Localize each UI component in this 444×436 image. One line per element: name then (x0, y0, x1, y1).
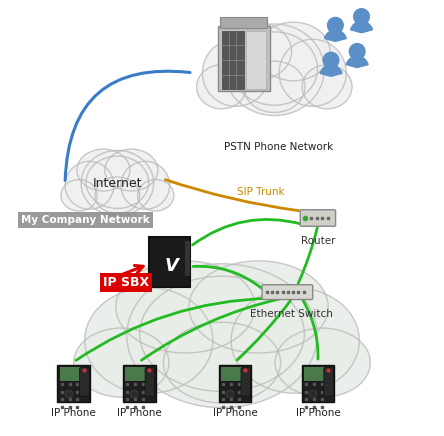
Ellipse shape (224, 24, 324, 116)
Ellipse shape (139, 276, 305, 392)
Wedge shape (325, 30, 346, 41)
Wedge shape (351, 21, 373, 33)
Ellipse shape (349, 44, 365, 59)
Text: Router: Router (301, 236, 335, 246)
FancyBboxPatch shape (220, 17, 267, 28)
Ellipse shape (244, 61, 305, 112)
Ellipse shape (302, 65, 352, 109)
Ellipse shape (86, 156, 149, 208)
Text: IP SBX: IP SBX (103, 276, 149, 289)
FancyBboxPatch shape (125, 367, 146, 382)
FancyBboxPatch shape (145, 368, 155, 396)
Ellipse shape (85, 288, 213, 393)
FancyBboxPatch shape (149, 236, 190, 287)
Ellipse shape (138, 180, 174, 211)
FancyBboxPatch shape (222, 31, 244, 89)
Text: Ethernet Switch: Ethernet Switch (250, 309, 333, 319)
FancyBboxPatch shape (262, 285, 313, 300)
Wedge shape (346, 56, 368, 68)
FancyBboxPatch shape (221, 367, 242, 382)
Text: IP Phone: IP Phone (296, 408, 340, 418)
Ellipse shape (61, 180, 97, 211)
Text: Internet: Internet (93, 177, 142, 190)
Ellipse shape (309, 390, 317, 398)
Text: PSTN Phone Network: PSTN Phone Network (224, 142, 333, 152)
FancyBboxPatch shape (219, 365, 251, 402)
Text: V: V (165, 257, 179, 275)
FancyBboxPatch shape (246, 31, 266, 89)
Text: IP Phone: IP Phone (213, 408, 258, 418)
Text: SIP Trunk: SIP Trunk (237, 187, 285, 197)
Ellipse shape (81, 150, 154, 216)
Ellipse shape (275, 328, 370, 397)
Ellipse shape (77, 149, 130, 191)
FancyBboxPatch shape (218, 26, 270, 91)
Ellipse shape (328, 17, 343, 33)
Ellipse shape (116, 261, 255, 353)
Ellipse shape (226, 390, 234, 398)
Text: My Company Network: My Company Network (21, 215, 150, 225)
Ellipse shape (219, 22, 292, 81)
Ellipse shape (127, 264, 317, 408)
Ellipse shape (74, 328, 169, 397)
Ellipse shape (202, 39, 270, 106)
FancyBboxPatch shape (301, 365, 334, 402)
Ellipse shape (121, 161, 170, 209)
Ellipse shape (95, 177, 140, 214)
FancyBboxPatch shape (185, 241, 190, 276)
FancyBboxPatch shape (324, 368, 333, 396)
Ellipse shape (197, 65, 246, 109)
Ellipse shape (65, 390, 73, 398)
Ellipse shape (163, 322, 281, 403)
Ellipse shape (231, 288, 359, 393)
FancyBboxPatch shape (241, 368, 250, 396)
FancyBboxPatch shape (304, 367, 325, 382)
FancyBboxPatch shape (79, 368, 89, 396)
Ellipse shape (257, 22, 330, 81)
Wedge shape (320, 65, 342, 76)
Ellipse shape (105, 149, 158, 191)
Text: IP Phone: IP Phone (117, 408, 162, 418)
Ellipse shape (189, 261, 328, 353)
Ellipse shape (65, 161, 114, 209)
Ellipse shape (131, 390, 138, 398)
FancyBboxPatch shape (300, 210, 336, 226)
Ellipse shape (323, 52, 339, 68)
Text: IP Phone: IP Phone (52, 408, 96, 418)
Ellipse shape (231, 32, 317, 105)
Ellipse shape (354, 9, 369, 24)
Ellipse shape (279, 39, 346, 106)
FancyBboxPatch shape (59, 367, 81, 382)
FancyBboxPatch shape (123, 365, 155, 402)
FancyBboxPatch shape (57, 365, 90, 402)
